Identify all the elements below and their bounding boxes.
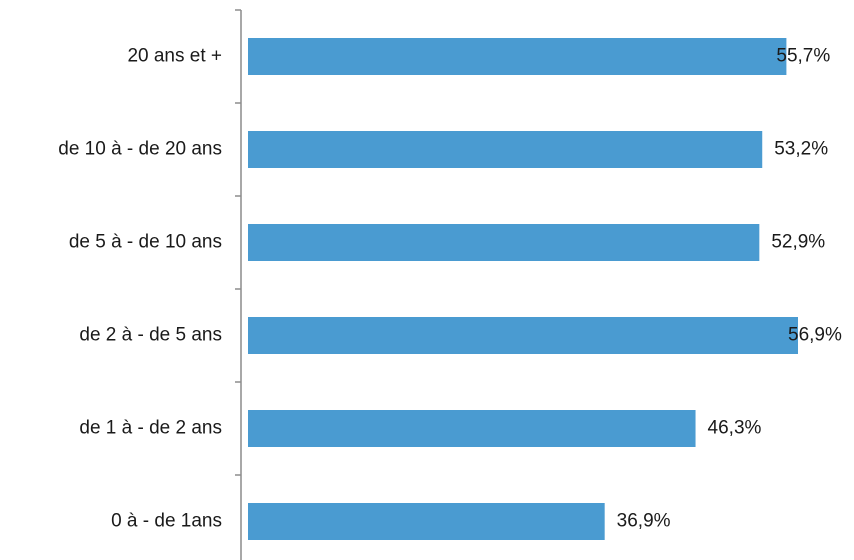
category-labels: 20 ans et + de 10 à - de 20 ans de 5 à - d… (58, 46, 222, 532)
value-label: 36,9% (617, 511, 671, 532)
value-label: 55,7% (776, 46, 830, 67)
bars-group (248, 38, 798, 540)
category-axis (235, 9, 242, 560)
category-label: de 2 à - de 5 ans (79, 325, 222, 346)
value-label: 46,3% (708, 418, 762, 439)
bar (248, 317, 798, 354)
category-label: de 5 à - de 10 ans (69, 232, 222, 253)
bar (248, 224, 760, 261)
bar (248, 503, 605, 540)
bar (248, 38, 787, 75)
bar (248, 410, 696, 447)
value-labels: 55,7% 53,2% 52,9% 56,9% 46,3% 36,9% (617, 46, 842, 532)
category-label: 0 à - de 1ans (111, 511, 222, 532)
value-label: 53,2% (774, 139, 828, 160)
category-label: 20 ans et + (127, 46, 222, 67)
value-label: 56,9% (788, 325, 842, 346)
category-label: de 1 à - de 2 ans (79, 418, 222, 439)
category-label: de 10 à - de 20 ans (58, 139, 222, 160)
value-label: 52,9% (771, 232, 825, 253)
bar (248, 131, 763, 168)
